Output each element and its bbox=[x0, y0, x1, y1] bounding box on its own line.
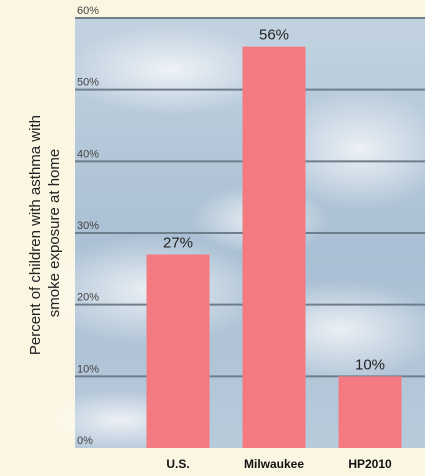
data-label: 56% bbox=[259, 27, 289, 44]
y-tick-label: 10% bbox=[77, 363, 99, 375]
data-label: 27% bbox=[163, 235, 193, 252]
y-axis-ticks: 0% 10% 20% 30% 40% 50% 60% bbox=[77, 5, 99, 447]
y-axis-label-line-2: smoke exposure at home bbox=[46, 149, 63, 317]
y-tick-label: 20% bbox=[77, 292, 99, 304]
y-axis-label: Percent of children with asthma with smo… bbox=[27, 111, 63, 355]
y-tick-label: 50% bbox=[77, 77, 99, 89]
y-tick-label: 60% bbox=[77, 5, 99, 17]
plot-area: 0% 10% 20% 30% 40% 50% 60% 27% 56% 10% bbox=[30, 5, 425, 450]
data-label: 10% bbox=[355, 356, 385, 373]
category-label: U.S. bbox=[166, 457, 189, 471]
bar bbox=[146, 254, 210, 448]
category-label: HP2010 bbox=[348, 457, 392, 471]
y-tick-label: 0% bbox=[77, 435, 93, 447]
y-tick-label: 30% bbox=[77, 220, 99, 232]
category-label: Milwaukee bbox=[244, 457, 304, 471]
bar bbox=[242, 46, 306, 449]
x-axis-categories: U.S. Milwaukee HP2010 bbox=[166, 457, 392, 471]
y-tick-label: 40% bbox=[77, 148, 99, 160]
bar bbox=[338, 376, 402, 448]
data-labels: 27% 56% 10% bbox=[163, 27, 385, 374]
y-axis-label-line-1: Percent of children with asthma with bbox=[27, 115, 44, 355]
bars bbox=[146, 46, 402, 449]
